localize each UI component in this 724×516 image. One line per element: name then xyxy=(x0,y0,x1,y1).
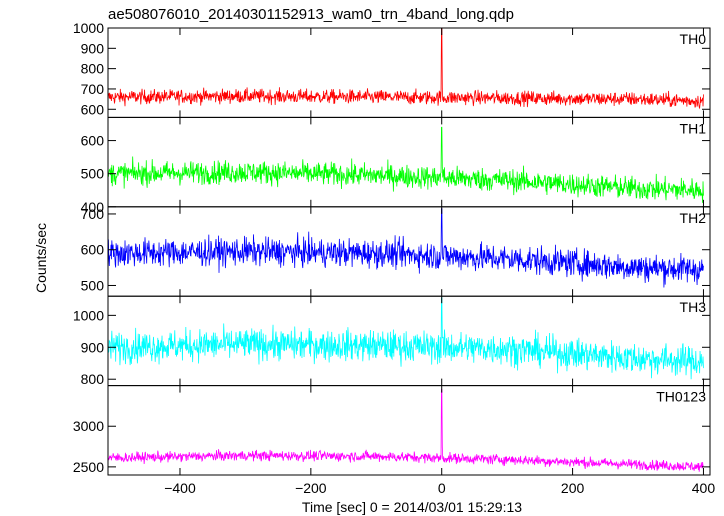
panel-frame xyxy=(107,295,711,387)
x-tick-label: 0 xyxy=(438,480,446,496)
series-line-th0 xyxy=(108,28,704,110)
y-tick-label: 800 xyxy=(81,371,105,387)
chart-title: ae508076010_20140301152913_wam0_trn_4ban… xyxy=(108,6,514,23)
panel-label-th0: TH0 xyxy=(680,31,707,47)
y-tick-label: 700 xyxy=(81,206,105,222)
y-tick-label: 500 xyxy=(81,277,105,293)
panel-label-th1: TH1 xyxy=(680,120,707,136)
y-tick-label: 800 xyxy=(81,61,105,77)
panels: 600 700 800 900 1000 TH0 400 500 600 TH1 500 600 700… xyxy=(73,20,716,496)
y-tick-label: 600 xyxy=(81,101,105,117)
series-line-th1 xyxy=(108,126,704,203)
y-axis-label: Counts/sec xyxy=(33,223,49,293)
panel-frame xyxy=(107,385,711,476)
y-tick-label: 500 xyxy=(81,166,105,182)
series-line-th0123 xyxy=(108,389,704,472)
y-tick-label: 700 xyxy=(81,81,105,97)
panel-label-th2: TH2 xyxy=(680,210,707,226)
y-tick-label: 1000 xyxy=(73,307,104,323)
series-line-th2 xyxy=(108,208,704,288)
x-axis-label: Time [sec] 0 = 2014/03/01 15:29:13 xyxy=(302,499,522,515)
panel-label-th0123: TH0123 xyxy=(656,389,706,405)
y-tick-label: 900 xyxy=(81,339,105,355)
y-tick-label: 600 xyxy=(81,242,105,258)
x-tick-label: −200 xyxy=(295,480,327,496)
panel-label-th3: TH3 xyxy=(680,299,707,315)
x-tick-label: 400 xyxy=(692,480,716,496)
y-tick-label: 400 xyxy=(81,199,105,215)
series-line-th3 xyxy=(108,297,704,380)
x-tick-label: 200 xyxy=(561,480,585,496)
y-tick-label: 1000 xyxy=(73,20,104,36)
x-tick-label: −400 xyxy=(164,480,196,496)
y-tick-label: 2500 xyxy=(73,459,104,475)
y-tick-label: 3000 xyxy=(73,418,104,434)
y-tick-label: 900 xyxy=(81,40,105,56)
y-tick-label: 600 xyxy=(81,133,105,149)
